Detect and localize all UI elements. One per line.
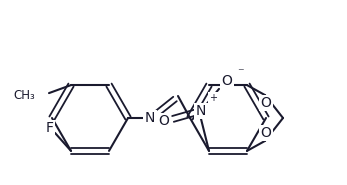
Text: O: O [159,114,169,128]
Text: N: N [145,111,155,125]
Text: CH₃: CH₃ [13,89,35,102]
Text: O: O [261,96,271,110]
Text: O: O [261,126,271,140]
Text: +: + [209,93,217,103]
Text: F: F [46,121,54,135]
Text: O: O [222,74,232,88]
Text: ⁻: ⁻ [237,66,244,79]
Text: N: N [196,104,206,118]
